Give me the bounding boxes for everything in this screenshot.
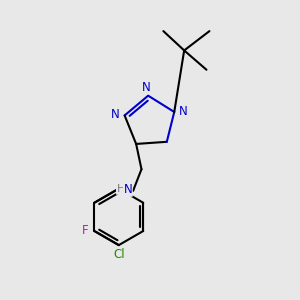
Text: H: H bbox=[116, 184, 125, 194]
Text: N: N bbox=[141, 81, 150, 94]
Text: N: N bbox=[111, 108, 119, 121]
Text: N: N bbox=[179, 105, 188, 118]
Text: N: N bbox=[123, 183, 132, 196]
Text: Cl: Cl bbox=[113, 248, 124, 261]
Text: F: F bbox=[82, 224, 88, 238]
